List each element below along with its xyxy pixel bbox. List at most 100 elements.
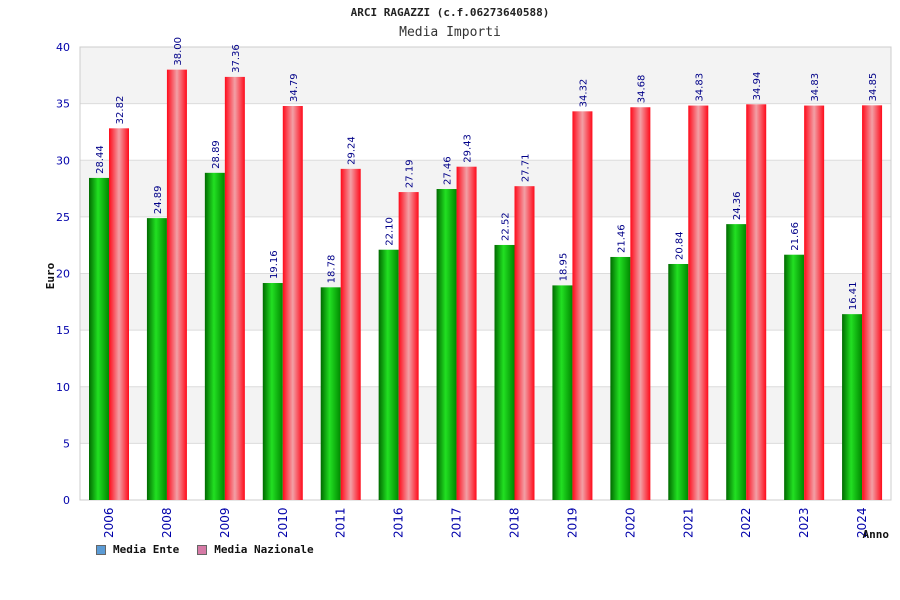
legend-item-ente: Media Ente: [96, 543, 179, 556]
bar-media-ente: [320, 287, 341, 500]
x-tick-label: 2008: [160, 507, 174, 538]
y-tick-label: 35: [56, 98, 70, 111]
data-label-media-nazionale: 34.32: [578, 79, 589, 108]
bar-media-ente: [784, 254, 805, 500]
plot-band: [80, 443, 891, 500]
data-label-media-ente: 28.89: [211, 140, 222, 169]
bar-media-nazionale: [224, 76, 245, 500]
data-label-media-ente: 19.16: [269, 250, 280, 279]
y-tick-label: 10: [56, 381, 70, 394]
x-tick-label: 2011: [334, 507, 348, 538]
y-tick-label: 0: [63, 494, 70, 507]
data-label-media-ente: 27.46: [443, 156, 454, 185]
data-label-media-ente: 18.78: [327, 255, 338, 284]
data-label-media-ente: 22.10: [385, 217, 396, 246]
y-tick-label: 20: [56, 268, 70, 281]
data-label-media-ente: 22.52: [501, 212, 512, 241]
x-tick-label: 2024: [855, 507, 869, 538]
x-axis-label: Anno: [863, 528, 890, 541]
data-label-media-nazionale: 34.94: [752, 72, 763, 101]
data-label-media-ente: 16.41: [848, 282, 859, 311]
x-tick-label: 2022: [739, 507, 753, 538]
x-tick-label: 2010: [276, 507, 290, 538]
data-label-media-nazionale: 34.83: [694, 73, 705, 102]
data-label-media-nazionale: 37.36: [231, 44, 242, 73]
data-label-media-ente: 21.46: [616, 224, 627, 253]
plot-band: [80, 330, 891, 387]
bar-media-nazionale: [109, 128, 129, 500]
x-tick-label: 2017: [450, 507, 464, 538]
data-label-media-nazionale: 29.24: [347, 136, 358, 165]
legend-label-nazionale: Media Nazionale: [214, 543, 314, 556]
bar-media-ente: [378, 249, 399, 500]
legend-swatch-nazionale: [197, 544, 208, 555]
bar-media-ente: [436, 189, 457, 500]
data-label-media-nazionale: 27.71: [521, 154, 532, 183]
plot-area-border: [79, 46, 892, 501]
bar-media-nazionale: [340, 168, 361, 500]
legend-label-ente: Media Ente: [113, 543, 180, 556]
bar-media-nazionale: [572, 111, 593, 501]
data-label-media-nazionale: 34.79: [289, 73, 300, 102]
x-tick-label: 2006: [102, 507, 116, 538]
chart-legend: Media Ente Media Nazionale: [96, 543, 314, 556]
y-tick-label: 30: [56, 154, 70, 167]
data-label-media-nazionale: 34.83: [810, 73, 821, 102]
data-label-media-nazionale: 32.82: [115, 96, 126, 125]
data-label-media-nazionale: 34.68: [636, 75, 647, 104]
data-label-media-ente: 28.44: [95, 145, 106, 174]
data-label-media-ente: 18.95: [558, 253, 569, 282]
bar-media-nazionale: [398, 192, 419, 501]
plot-band: [80, 386, 891, 444]
plot-band: [80, 103, 891, 161]
y-axis-label: Euro: [44, 262, 57, 289]
plot-band: [80, 160, 891, 217]
bar-media-ente: [89, 177, 109, 501]
x-tick-label: 2019: [565, 507, 579, 538]
bar-media-ente: [610, 256, 631, 500]
x-tick-label: 2020: [623, 507, 637, 538]
bar-media-nazionale: [746, 104, 767, 500]
legend-item-nazionale: Media Nazionale: [197, 543, 314, 556]
data-label-media-ente: 24.36: [732, 191, 743, 220]
y-tick-label: 25: [56, 211, 70, 224]
x-tick-label: 2023: [797, 507, 811, 538]
bar-media-nazionale: [282, 106, 303, 501]
chart-title: ARCI RAGAZZI (c.f.06273640588): [350, 6, 550, 19]
bar-media-nazionale: [630, 107, 651, 501]
data-label-media-nazionale: 34.85: [868, 73, 879, 102]
data-label-media-nazionale: 27.19: [405, 159, 416, 188]
plot-band: [80, 47, 891, 104]
bar-media-ente: [146, 218, 167, 501]
bar-media-nazionale: [862, 105, 883, 500]
plot-band: [80, 216, 891, 274]
legend-swatch-ente: [96, 544, 106, 555]
bar-media-ente: [668, 263, 689, 500]
data-label-media-nazionale: 29.43: [463, 134, 474, 163]
data-label-media-ente: 21.66: [790, 222, 801, 251]
x-tick-label: 2009: [218, 507, 232, 538]
x-tick-label: 2021: [681, 507, 695, 538]
bar-media-ente: [494, 244, 515, 500]
bar-media-ente: [842, 314, 863, 500]
plot-band: [80, 273, 891, 331]
y-tick-label: 40: [56, 41, 70, 54]
y-tick-label: 15: [56, 324, 70, 337]
y-tick-label: 5: [63, 437, 70, 450]
bar-media-ente: [552, 285, 573, 500]
bar-media-nazionale: [166, 69, 187, 501]
bar-media-ente: [726, 224, 747, 501]
bar-media-nazionale: [514, 186, 535, 500]
chart-subtitle: Media Importi: [399, 25, 501, 40]
bar-media-nazionale: [804, 105, 825, 501]
x-tick-label: 2018: [508, 507, 522, 538]
bar-media-ente: [204, 172, 225, 501]
x-tick-label: 2016: [392, 507, 406, 538]
data-label-media-ente: 24.89: [153, 185, 164, 214]
bar-media-nazionale: [456, 166, 477, 500]
data-label-media-ente: 20.84: [674, 231, 685, 260]
bar-media-ente: [262, 283, 283, 500]
bar-media-nazionale: [688, 105, 709, 501]
data-label-media-nazionale: 38.00: [173, 37, 184, 66]
